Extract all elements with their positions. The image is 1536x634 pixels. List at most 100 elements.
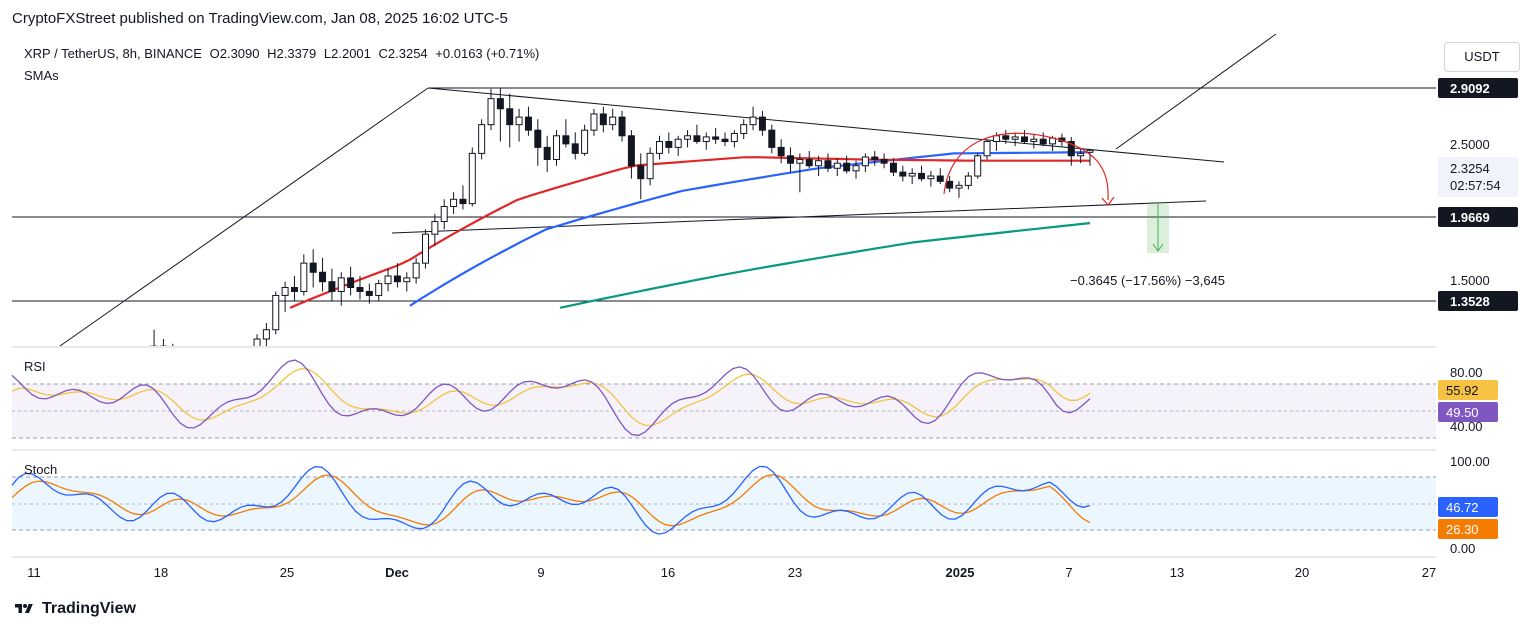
- candle-body[interactable]: [599, 113, 607, 126]
- candle-body[interactable]: [936, 175, 944, 182]
- candle-body[interactable]: [964, 175, 972, 186]
- candle-body[interactable]: [721, 138, 729, 143]
- candle-body[interactable]: [983, 141, 991, 157]
- candle-body[interactable]: [226, 371, 232, 374]
- candle-body[interactable]: [861, 156, 869, 167]
- candle-body[interactable]: [637, 165, 645, 180]
- candle-body[interactable]: [524, 116, 532, 131]
- candle-body[interactable]: [805, 158, 813, 167]
- candle-body[interactable]: [217, 369, 223, 374]
- stoch-k-line[interactable]: [11, 465, 1091, 535]
- candle-body[interactable]: [871, 156, 879, 160]
- candle-body[interactable]: [159, 345, 167, 358]
- stoch-label[interactable]: Stoch: [24, 462, 58, 477]
- candle-body[interactable]: [590, 113, 598, 131]
- sma-mid-line[interactable]: [409, 151, 1091, 307]
- sma-slow-line[interactable]: [559, 222, 1091, 309]
- candle-body[interactable]: [375, 283, 383, 296]
- candle-body[interactable]: [918, 172, 926, 180]
- candle-body[interactable]: [198, 361, 204, 364]
- rounded-top-arc[interactable]: [943, 132, 1109, 201]
- currency-button[interactable]: USDT: [1444, 42, 1520, 72]
- candle-body[interactable]: [1011, 136, 1019, 140]
- candle-body[interactable]: [170, 354, 176, 359]
- candle-body[interactable]: [431, 221, 439, 235]
- candle-body[interactable]: [955, 184, 963, 189]
- candle-body[interactable]: [245, 361, 251, 364]
- candle-body[interactable]: [365, 290, 373, 296]
- candle-body[interactable]: [478, 124, 486, 154]
- trendline-upper-wedge[interactable]: [427, 87, 1225, 163]
- candle-body[interactable]: [393, 275, 401, 283]
- candle-body[interactable]: [702, 136, 710, 143]
- candle-body[interactable]: [1067, 141, 1075, 157]
- stoch-d-line[interactable]: [11, 474, 1091, 527]
- candle-body[interactable]: [581, 129, 589, 154]
- candle-body[interactable]: [440, 206, 448, 223]
- candle-body[interactable]: [459, 198, 467, 205]
- candle-body[interactable]: [787, 155, 794, 164]
- candle-body[interactable]: [207, 364, 213, 369]
- candle-body[interactable]: [880, 158, 888, 164]
- candle-body[interactable]: [646, 152, 654, 180]
- candle-body[interactable]: [450, 198, 458, 208]
- candle-body[interactable]: [179, 354, 185, 359]
- trendline-rising[interactable]: [59, 87, 429, 347]
- candle-body[interactable]: [655, 141, 663, 154]
- candle-body[interactable]: [908, 172, 916, 177]
- candle-body[interactable]: [843, 162, 851, 172]
- candle-body[interactable]: [347, 277, 355, 289]
- candle-body[interactable]: [123, 454, 129, 465]
- candle-body[interactable]: [290, 287, 298, 292]
- candle-body[interactable]: [403, 277, 411, 283]
- trendline-lower-wedge[interactable]: [391, 200, 1207, 234]
- candle-body[interactable]: [300, 262, 308, 292]
- rsi-label[interactable]: RSI: [24, 359, 46, 374]
- candle-body[interactable]: [412, 262, 420, 279]
- candle-body[interactable]: [1039, 138, 1047, 145]
- candle-body[interactable]: [674, 138, 682, 148]
- candle-body[interactable]: [422, 233, 429, 264]
- candle-body[interactable]: [758, 116, 766, 131]
- candle-body[interactable]: [253, 338, 261, 361]
- candle-body[interactable]: [665, 141, 673, 148]
- indicator-legend-smas[interactable]: SMAs: [24, 68, 59, 83]
- candle-body[interactable]: [309, 262, 317, 273]
- rsi-line[interactable]: [11, 359, 1091, 437]
- candle-body[interactable]: [693, 135, 701, 143]
- candle-body[interactable]: [319, 271, 327, 283]
- candle-body[interactable]: [730, 133, 738, 143]
- candle-body[interactable]: [150, 345, 158, 371]
- candle-body[interactable]: [272, 294, 280, 331]
- trendline-projection[interactable]: [1115, 33, 1277, 150]
- candle-body[interactable]: [496, 98, 504, 110]
- candle-body[interactable]: [684, 135, 692, 140]
- candle-body[interactable]: [337, 277, 345, 292]
- candle-body[interactable]: [824, 160, 832, 169]
- candle-body[interactable]: [974, 155, 982, 177]
- candle-body[interactable]: [1086, 149, 1094, 153]
- candle-body[interactable]: [889, 162, 897, 173]
- candle-body[interactable]: [328, 281, 336, 292]
- symbol-title[interactable]: XRP / TetherUS, 8h, BINANCE: [24, 46, 202, 61]
- candle-body[interactable]: [506, 108, 514, 126]
- candle-body[interactable]: [1030, 138, 1038, 143]
- candle-body[interactable]: [777, 146, 785, 157]
- candle-body[interactable]: [833, 162, 841, 169]
- candle-body[interactable]: [384, 275, 392, 285]
- candle-body[interactable]: [235, 364, 241, 372]
- candles-group[interactable]: [123, 87, 1094, 477]
- candle-body[interactable]: [927, 175, 935, 180]
- candle-body[interactable]: [627, 135, 635, 167]
- candle-body[interactable]: [534, 129, 542, 148]
- tradingview-footer[interactable]: TradingView: [12, 600, 136, 618]
- candle-body[interactable]: [852, 165, 860, 172]
- candle-body[interactable]: [946, 180, 954, 189]
- candle-body[interactable]: [189, 359, 195, 362]
- candle-body[interactable]: [609, 116, 617, 126]
- candle-body[interactable]: [740, 124, 748, 135]
- candle-body[interactable]: [768, 129, 776, 148]
- candle-body[interactable]: [515, 116, 523, 126]
- candle-body[interactable]: [543, 146, 551, 160]
